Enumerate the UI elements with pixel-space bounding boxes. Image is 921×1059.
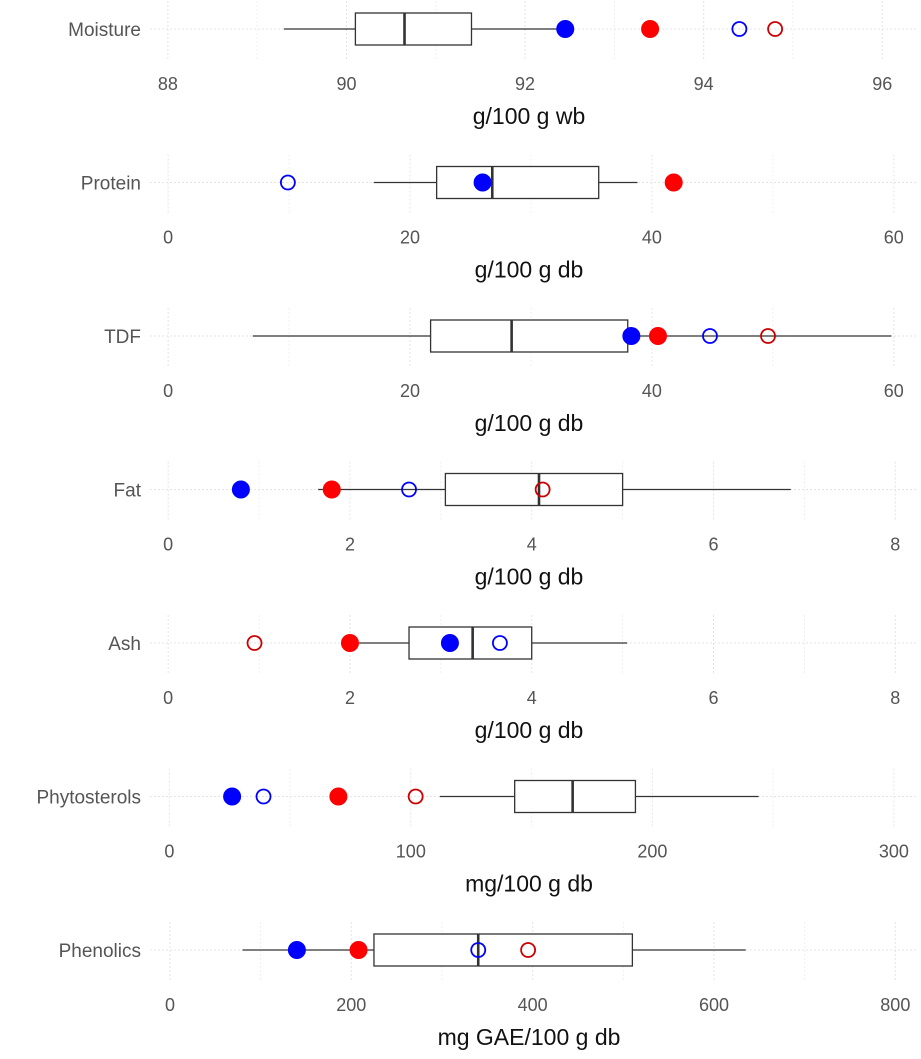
tick-label: 600 [699, 995, 729, 1015]
panel-fat: Fat 0 2 4 6 8 g/100 g db [114, 461, 918, 590]
axis-title: g/100 g db [475, 257, 584, 283]
tick-label: 92 [515, 74, 535, 94]
point-filled-red [648, 327, 667, 345]
box-iqr [429, 319, 629, 353]
axis-title: g/100 g wb [473, 103, 586, 129]
tick-label: 8 [890, 535, 900, 555]
point-filled-blue [223, 787, 242, 806]
tick-label: 40 [642, 381, 662, 401]
panel-phytosterols: Phytosterols 0 100 200 300 mg/100 g db [36, 768, 918, 897]
point-open-red [520, 942, 537, 958]
point-open-red [534, 481, 551, 498]
point-filled-red [664, 173, 683, 192]
variable-label: Moisture [68, 20, 141, 41]
axis-title: g/100 g db [475, 717, 584, 743]
point-filled-blue [473, 173, 492, 192]
variable-label: Phenolics [59, 941, 141, 962]
tick-label: 0 [165, 995, 175, 1015]
variable-label: Protein [81, 174, 141, 195]
tick-label: 0 [163, 535, 173, 555]
box-iqr [444, 472, 624, 507]
tick-label: 60 [884, 228, 904, 248]
tick-label: 0 [163, 688, 173, 708]
point-filled-blue [231, 480, 250, 499]
variable-label: TDF [104, 327, 141, 348]
box-iqr [435, 165, 600, 200]
tick-label: 200 [637, 842, 667, 862]
point-open-red [246, 635, 263, 651]
point-filled-red [322, 480, 341, 499]
point-filled-red [329, 787, 348, 806]
tick-label: 40 [642, 228, 662, 248]
tick-label: 6 [708, 688, 718, 708]
point-open-blue [492, 635, 508, 651]
tick-label: 0 [164, 842, 174, 862]
tick-label: 200 [336, 995, 366, 1015]
variable-label: Ash [108, 634, 141, 655]
point-filled-blue [440, 634, 459, 652]
tick-label: 20 [400, 381, 420, 401]
panel-ash: Ash 0 2 4 6 8 g/100 g db [108, 615, 918, 743]
tick-label: 800 [880, 995, 910, 1015]
tick-label: 300 [879, 842, 909, 862]
point-open-blue [702, 328, 718, 344]
tick-label: 8 [890, 688, 900, 708]
variable-label: Phytosterols [36, 788, 141, 809]
point-filled-blue [622, 327, 641, 345]
tick-label: 96 [872, 74, 892, 94]
tick-label: 2 [345, 688, 355, 708]
box-iqr [408, 626, 533, 660]
point-open-blue [731, 21, 748, 37]
point-open-red [767, 21, 784, 37]
tick-label: 100 [396, 842, 426, 862]
panel-tdf: TDF 0 20 40 60 g/100 g db [104, 308, 918, 436]
variable-label: Fat [114, 481, 142, 502]
tick-label: 2 [345, 535, 355, 555]
tick-label: 400 [518, 995, 548, 1015]
box-iqr [514, 779, 637, 814]
panel-moisture: Moisture 88 90 92 94 96 g/100 g wb [68, 1, 918, 129]
point-filled-red [641, 20, 660, 38]
tick-label: 88 [158, 74, 178, 94]
box-iqr [373, 933, 634, 967]
axis-title: g/100 g db [475, 410, 584, 436]
point-filled-blue [287, 941, 306, 959]
panel-protein: Protein 0 20 40 60 g/100 g db [81, 154, 918, 283]
box-iqr [354, 12, 473, 46]
point-open-blue [255, 788, 272, 805]
tick-label: 94 [694, 74, 714, 94]
axis-title: g/100 g db [475, 564, 584, 590]
axis-title: mg GAE/100 g db [438, 1024, 621, 1050]
axis-title: mg/100 g db [465, 871, 593, 897]
point-filled-red [349, 941, 368, 959]
point-open-red [407, 788, 424, 805]
tick-label: 60 [884, 381, 904, 401]
point-open-blue [401, 481, 417, 498]
point-open-red [760, 328, 776, 344]
panel-phenolics: Phenolics 0 200 400 600 800 mg GAE/100 g db [59, 922, 918, 1050]
point-open-blue [279, 174, 296, 191]
tick-label: 4 [527, 535, 537, 555]
tick-label: 0 [163, 381, 173, 401]
tick-label: 20 [400, 228, 420, 248]
tick-label: 90 [336, 74, 356, 94]
tick-label: 6 [708, 535, 718, 555]
point-filled-red [340, 634, 359, 652]
point-filled-blue [556, 20, 575, 38]
tick-label: 0 [163, 228, 173, 248]
tick-label: 4 [527, 688, 537, 708]
point-open-blue [470, 942, 487, 958]
